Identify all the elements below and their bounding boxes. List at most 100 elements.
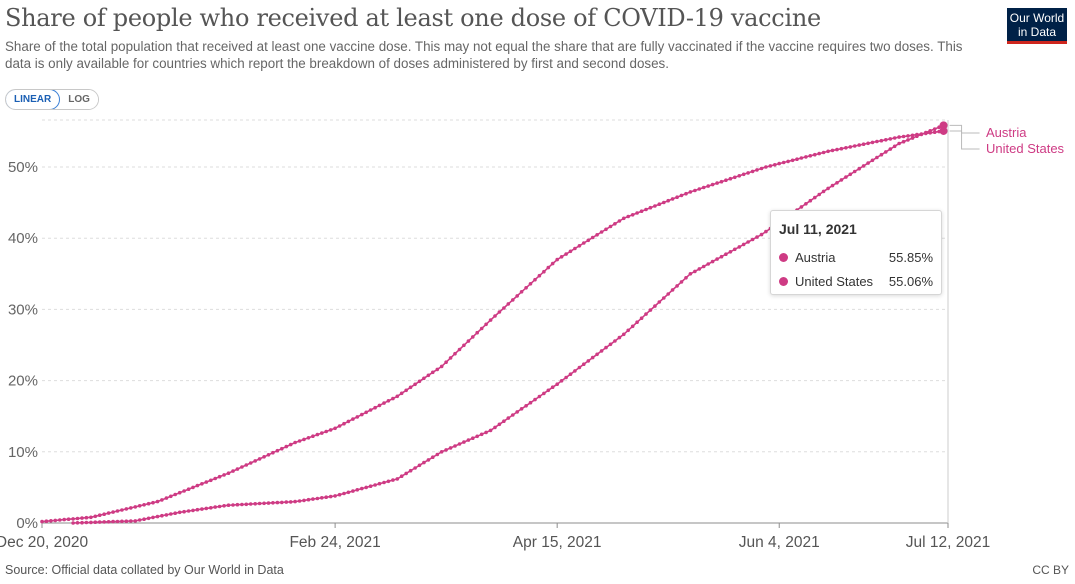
- data-point: [626, 328, 630, 333]
- data-point: [177, 510, 182, 515]
- data-point: [706, 184, 710, 188]
- data-point: [391, 396, 395, 401]
- data-point: [511, 298, 515, 302]
- data-point: [417, 379, 422, 384]
- owid-logo[interactable]: Our World in Data: [1007, 8, 1067, 44]
- data-point: [266, 501, 271, 505]
- data-point: [910, 136, 915, 140]
- data-point: [129, 506, 133, 510]
- data-point: [84, 515, 89, 520]
- data-point: [44, 519, 49, 523]
- data-point: [768, 164, 773, 168]
- data-point: [373, 483, 377, 487]
- data-point: [870, 140, 875, 145]
- data-point: [848, 172, 853, 177]
- data-point: [231, 469, 235, 473]
- label-connector: [949, 124, 980, 134]
- data-point: [257, 501, 262, 506]
- data-point: [559, 254, 564, 259]
- data-point: [550, 261, 555, 266]
- data-point: [102, 520, 106, 524]
- data-point: [595, 233, 599, 237]
- data-point: [857, 143, 861, 147]
- data-point: [195, 483, 200, 488]
- license-link[interactable]: CC BY: [1032, 563, 1069, 577]
- data-point: [328, 494, 333, 499]
- data-point: [133, 505, 138, 509]
- data-point: [759, 166, 764, 171]
- data-point: [275, 448, 280, 453]
- data-point: [479, 326, 484, 331]
- data-point: [688, 190, 693, 194]
- data-point: [111, 519, 115, 524]
- data-point: [746, 171, 750, 175]
- data-point: [577, 244, 582, 248]
- series-line[interactable]: [41, 130, 944, 523]
- data-point: [675, 284, 679, 288]
- data-point: [546, 388, 551, 393]
- data-point: [901, 139, 906, 144]
- data-point: [533, 277, 537, 282]
- data-point: [457, 442, 462, 446]
- data-point: [648, 308, 653, 312]
- data-point: [755, 235, 759, 239]
- data-point: [240, 465, 244, 469]
- data-point: [124, 519, 129, 523]
- data-point: [306, 497, 311, 502]
- series-line[interactable]: [73, 124, 944, 524]
- data-point: [684, 191, 688, 196]
- data-point: [764, 165, 768, 169]
- data-point: [666, 198, 670, 203]
- data-point: [630, 324, 635, 329]
- austria-dot-icon: [779, 252, 788, 262]
- endpoint-marker[interactable]: [939, 121, 948, 130]
- data-point: [826, 149, 830, 154]
- data-point: [484, 430, 488, 435]
- data-point: [293, 440, 297, 445]
- data-point: [284, 500, 289, 504]
- linear-scale-button[interactable]: LINEAR: [5, 90, 61, 109]
- data-point: [395, 394, 400, 399]
- data-point: [462, 343, 466, 348]
- data-point: [719, 254, 724, 259]
- log-scale-button[interactable]: LOG: [60, 90, 98, 109]
- data-point: [488, 428, 493, 433]
- data-point: [262, 501, 266, 506]
- data-point: [217, 504, 222, 509]
- data-point: [80, 516, 84, 520]
- endpoint-marker[interactable]: [939, 126, 948, 135]
- data-point: [679, 280, 684, 284]
- data-point: [204, 506, 209, 511]
- data-point: [866, 161, 870, 165]
- data-point: [604, 345, 608, 350]
- data-point: [790, 158, 795, 163]
- data-point: [360, 486, 364, 491]
- data-point: [670, 288, 675, 292]
- data-point: [142, 503, 146, 507]
- data-point: [431, 455, 435, 460]
- data-point: [431, 370, 435, 375]
- data-point: [519, 407, 524, 411]
- data-point: [555, 382, 559, 387]
- data-point: [146, 501, 151, 506]
- data-point: [302, 437, 306, 442]
- data-point: [182, 489, 186, 493]
- data-point: [444, 360, 448, 365]
- data-point: [120, 508, 124, 512]
- data-point: [466, 438, 471, 442]
- source-note[interactable]: Source: Official data collated by Our Wo…: [5, 563, 284, 577]
- grid-lines: [42, 119, 948, 453]
- data-point: [448, 446, 453, 450]
- data-point: [217, 474, 222, 479]
- data-point: [573, 246, 577, 251]
- data-point: [195, 507, 200, 512]
- data-point: [688, 272, 693, 276]
- data-point: [750, 169, 755, 174]
- data-point: [786, 159, 790, 164]
- data-point: [622, 332, 626, 337]
- data-point: [644, 312, 648, 316]
- data-point: [213, 476, 217, 481]
- data-point: [280, 500, 284, 505]
